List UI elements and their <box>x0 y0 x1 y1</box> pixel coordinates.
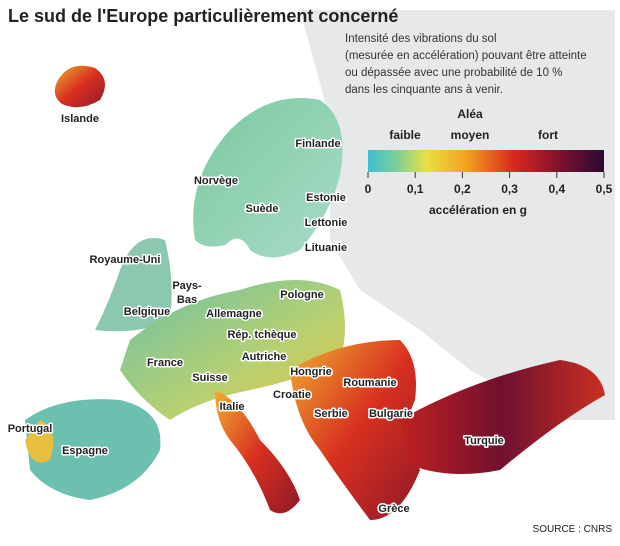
country-label: Grèce <box>378 503 409 515</box>
iberia-south <box>25 420 54 463</box>
central-europe <box>120 280 345 420</box>
legend-level: moyen <box>451 128 490 142</box>
description-line: dans les cinquante ans à venir. <box>345 84 503 96</box>
turkey <box>400 360 605 474</box>
country-label: Suède <box>245 203 278 215</box>
description: Intensité des vibrations du sol (mesurée… <box>345 33 587 96</box>
iceland <box>54 65 105 108</box>
country-label: Bulgarie <box>369 408 413 420</box>
country-label: Autriche <box>242 351 287 363</box>
legend: Aléa faible moyen fort accélération en g… <box>365 107 613 217</box>
map <box>25 10 615 520</box>
color-scale <box>368 150 604 172</box>
legend-heading: Aléa <box>457 107 483 121</box>
country-label: France <box>147 357 183 369</box>
country-label: Croatie <box>273 389 311 401</box>
scandinavia <box>193 98 343 258</box>
legend-axis-label: accélération en g <box>429 203 527 217</box>
country-label: Suisse <box>192 372 227 384</box>
legend-level: fort <box>538 128 558 142</box>
country-label: Pays- <box>172 280 202 292</box>
country-label: Royaume-Uni <box>90 254 161 266</box>
country-label: Hongrie <box>290 366 332 378</box>
country-label: Allemagne <box>206 308 262 320</box>
country-label: Espagne <box>62 445 108 457</box>
title: Le sud de l'Europe particulièrement conc… <box>8 6 398 26</box>
great-britain <box>95 238 172 332</box>
country-label: Bas <box>177 294 197 306</box>
country-label: Italie <box>219 401 244 413</box>
non-covered-area <box>300 10 615 420</box>
country-label: Estonie <box>306 192 346 204</box>
scale-tick-label: 0,3 <box>501 182 518 196</box>
country-label: Portugal <box>8 423 53 435</box>
country-label: Rép. tchèque <box>227 329 296 341</box>
country-labels: Islande Finlande Norvège Suède Estonie L… <box>6 112 505 517</box>
balkans <box>290 340 420 520</box>
country-label: Finlande <box>295 138 340 150</box>
country-label: Roumanie <box>343 377 396 389</box>
country-label: Norvège <box>194 175 238 187</box>
description-line: Intensité des vibrations du sol <box>345 33 497 45</box>
scale-tick-label: 0,2 <box>454 182 471 196</box>
source: SOURCE : CNRS <box>533 524 613 535</box>
italy <box>215 390 300 514</box>
country-label: Lituanie <box>305 242 347 254</box>
country-label: Belgique <box>124 306 170 318</box>
scale-tick-label: 0,5 <box>596 182 613 196</box>
legend-level: faible <box>389 128 421 142</box>
description-line: (mesurée en accélération) pouvant être a… <box>345 50 587 62</box>
scale-tick-label: 0,1 <box>407 182 424 196</box>
country-label: Turquie <box>464 435 504 447</box>
iberia <box>25 399 161 500</box>
country-label: Lettonie <box>305 217 348 229</box>
scale-tick-label: 0 <box>365 182 372 196</box>
description-line: ou dépassée avec une probabilité de 10 % <box>345 67 562 79</box>
country-label: Serbie <box>314 408 348 420</box>
country-label: Islande <box>61 113 99 125</box>
country-label: Pologne <box>280 289 323 301</box>
scale-tick-label: 0,4 <box>548 182 565 196</box>
